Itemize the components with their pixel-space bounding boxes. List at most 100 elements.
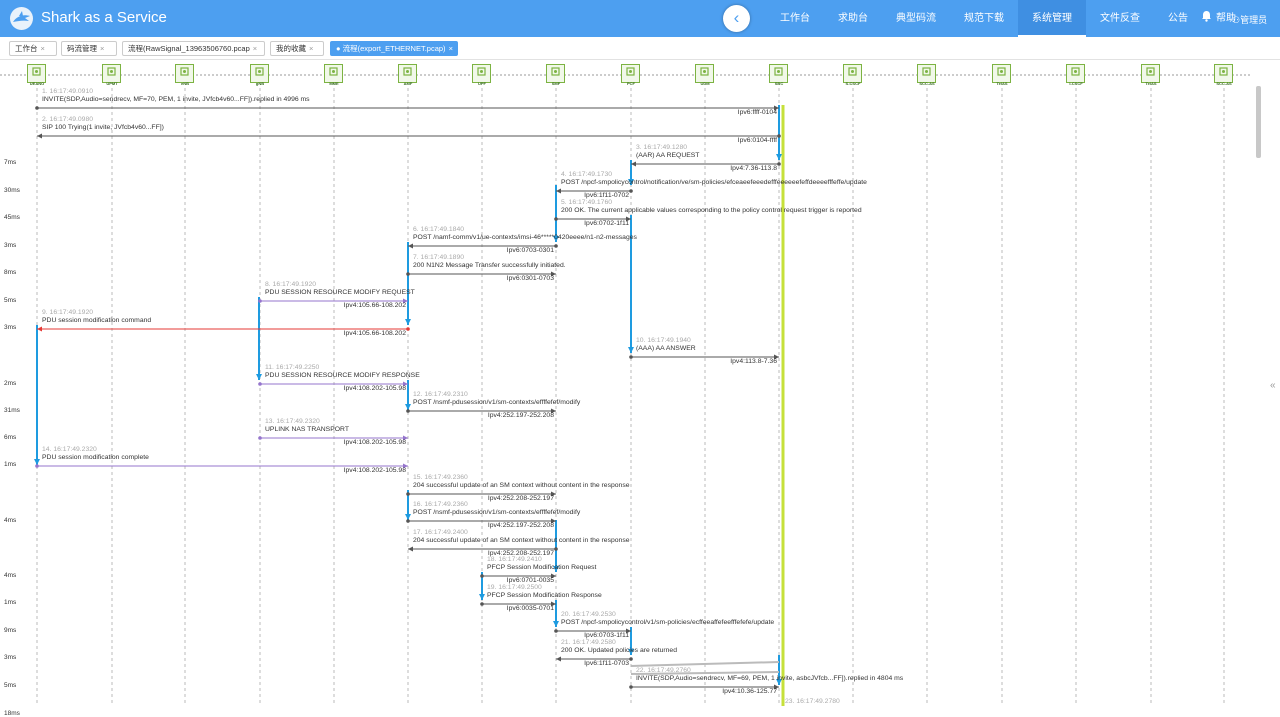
tab-4[interactable]: ● 流程(export_ETHERNET.pcap) × <box>330 41 458 56</box>
message-origin-dot <box>629 355 633 359</box>
message-5[interactable]: 5. 16:17:49.1760 200 OK. The current appl… <box>561 199 862 215</box>
nav-item[interactable]: 帮助 <box>1216 13 1236 24</box>
node-mme-icon[interactable]: MME <box>324 64 343 86</box>
node-ueano-icon[interactable]: UEANO <box>27 64 46 86</box>
message-23[interactable]: 23. 16:17:49.2780 <box>785 698 840 706</box>
time-delta: 45ms <box>4 214 20 221</box>
time-delta: 3ms <box>4 242 17 249</box>
nav-item[interactable]: 系统管理 <box>1018 0 1086 37</box>
close-icon[interactable]: × <box>309 44 314 53</box>
nav-item[interactable]: 求助台 <box>838 13 868 24</box>
message-number: 18. 16:17:49.2410 <box>487 556 542 563</box>
message-13[interactable]: 13. 16:17:49.2320 UPLINK NAS TRANSPORT <box>265 418 349 434</box>
message-origin-dot <box>406 492 410 496</box>
close-icon[interactable]: × <box>100 44 105 53</box>
message-arrowhead <box>408 243 413 249</box>
message-12[interactable]: 12. 16:17:49.2310 POST /nsmf-pdusession/v… <box>413 391 580 407</box>
node-gnb-icon[interactable]: gNB <box>250 64 269 86</box>
scrollbar[interactable] <box>1256 86 1261 158</box>
user-icon: ⚇ <box>1232 15 1241 25</box>
message-number: 1. 16:17:49.0910 <box>42 88 94 95</box>
node-udm-icon[interactable]: UDM <box>695 64 714 86</box>
message-origin-dot <box>258 436 262 440</box>
message-number: 5. 16:17:49.1760 <box>561 199 613 206</box>
node-sbc-icon[interactable]: SBC <box>769 64 788 86</box>
nav-item[interactable]: 公告 <box>1168 13 1188 24</box>
message-text: POST /npcf-smpolicycontrol/notification/… <box>561 179 867 186</box>
tab-3[interactable]: 我的收藏 × <box>270 41 324 56</box>
message-1[interactable]: 1. 16:17:49.0910 INVITE(SDP,Audio=sendrec… <box>42 88 310 104</box>
message-6[interactable]: 6. 16:17:49.1840 POST /namf-comm/v1/ue-co… <box>413 226 637 242</box>
tab-1[interactable]: 码流管理 × <box>61 41 117 56</box>
message-number: 4. 16:17:49.1730 <box>561 171 613 178</box>
node-enb-icon[interactable]: eNB <box>175 64 194 86</box>
node-telas-icon[interactable]: TelAS <box>1141 64 1160 86</box>
close-icon[interactable]: × <box>252 44 258 53</box>
node-scc-as-icon[interactable]: SCC-AS <box>1214 64 1233 86</box>
message-arrowhead <box>551 573 556 579</box>
message-arrowhead <box>551 491 556 497</box>
node-upf-icon[interactable]: UPF <box>472 64 491 86</box>
node-telas-icon[interactable]: TelAS <box>992 64 1011 86</box>
node-amf-icon[interactable]: AMF <box>398 64 417 86</box>
nav-item[interactable]: 典型码流 <box>896 13 936 24</box>
nav-item[interactable]: 规范下载 <box>964 13 1004 24</box>
time-delta: 30ms <box>4 187 20 194</box>
message-ip: Ipv6:ffff-0104 <box>737 109 777 116</box>
back-button[interactable]: ‹ <box>723 5 750 32</box>
message-15[interactable]: 15. 16:17:49.2360 204 successful update o… <box>413 474 630 490</box>
message-origin-dot <box>554 244 558 248</box>
tab-2[interactable]: 流程(RawSignal_13963506760.pcap × <box>122 41 265 56</box>
activation-arrowhead <box>628 179 634 185</box>
message-16[interactable]: 16. 16:17:49.2360 POST /nsmf-pdusession/v… <box>413 501 580 517</box>
node-label: SMF <box>551 81 561 86</box>
message-ip: Ipv4:108.202-105.98 <box>343 439 406 446</box>
message-origin-dot <box>777 162 781 166</box>
message-text: POST /nsmf-pdusession/v1/sm-contexts/eff… <box>413 509 581 516</box>
message-arrowhead <box>551 408 556 414</box>
message-4[interactable]: 4. 16:17:49.1730 POST /npcf-smpolicycontr… <box>561 171 867 187</box>
message-ip: Ipv6:0035-0701 <box>506 605 554 612</box>
user-menu[interactable]: ⚇管理员 <box>1232 13 1267 26</box>
message-20[interactable]: 20. 16:17:49.2530 POST /npcf-smpolicycont… <box>561 611 774 627</box>
message-text: PFCP Session Modification Request <box>487 564 597 571</box>
message-origin-dot <box>629 189 633 193</box>
message-18[interactable]: 18. 16:17:49.2410 PFCP Session Modificati… <box>487 556 596 572</box>
message-ip: Ipv6:0104-ffff <box>737 137 777 144</box>
message-arrowhead <box>551 601 556 607</box>
message-2[interactable]: 2. 16:17:49.0980 SIP 100 Trying(1 invite,… <box>42 116 164 132</box>
message-number: 19. 16:17:49.2500 <box>487 584 542 591</box>
node-upmt-icon[interactable]: UPMT <box>102 64 121 86</box>
message-3[interactable]: 3. 16:17:49.1280 (AAR) AA REQUEST <box>636 144 699 160</box>
node-s-cscf-icon[interactable]: S-CSCF <box>843 64 862 86</box>
time-delta: 1ms <box>4 461 17 468</box>
message-11[interactable]: 11. 16:17:49.2250 PDU SESSION RESOURCE MO… <box>265 364 420 380</box>
message-17[interactable]: 17. 16:17:49.2400 204 successful update o… <box>413 529 630 545</box>
tab-label: 码流管理 <box>67 44 97 53</box>
message-number: 16. 16:17:49.2360 <box>413 501 468 508</box>
node-pcf-icon[interactable]: PCF <box>621 64 640 86</box>
message-19[interactable]: 19. 16:17:49.2500 PFCP Session Modificati… <box>487 584 602 600</box>
bell-icon[interactable] <box>1201 10 1212 25</box>
message-22[interactable]: 22. 16:17:49.2760 INVITE(SDP,Audio=sendre… <box>636 667 903 683</box>
node-smf-icon[interactable]: SMF <box>546 64 565 86</box>
message-14[interactable]: 14. 16:17:49.2320 PDU session modificatio… <box>42 446 149 462</box>
close-icon[interactable]: × <box>448 44 453 53</box>
node-i-cscf-icon[interactable]: I-CSCF <box>1066 64 1085 86</box>
message-text: UPLINK NAS TRANSPORT <box>265 426 349 433</box>
message-9[interactable]: 9. 16:17:49.1920 PDU session modification… <box>42 309 151 325</box>
node-scc-as-icon[interactable]: SCC-AS <box>917 64 936 86</box>
message-21[interactable]: 21. 16:17:49.2580 200 OK. Updated policie… <box>561 639 677 655</box>
close-icon[interactable]: × <box>40 44 45 53</box>
message-8[interactable]: 8. 16:17:49.1920 PDU SESSION RESOURCE MOD… <box>265 281 415 297</box>
nav-item[interactable]: 文件反查 <box>1100 13 1140 24</box>
shark-logo-icon[interactable] <box>10 7 33 30</box>
tab-0[interactable]: 工作台 × <box>9 41 57 56</box>
message-ip: Ipv4:252.208-252.197 <box>487 495 554 502</box>
message-7[interactable]: 7. 16:17:49.1890 200 N1N2 Message Transfe… <box>413 254 566 270</box>
collapse-panel-icon[interactable]: « <box>1270 380 1276 391</box>
message-arrowhead <box>551 518 556 524</box>
activation-arrowhead <box>479 594 485 600</box>
message-10[interactable]: 10. 16:17:49.1940 (AAA) AA ANSWER <box>636 337 696 353</box>
nav-item[interactable]: 工作台 <box>780 13 810 24</box>
